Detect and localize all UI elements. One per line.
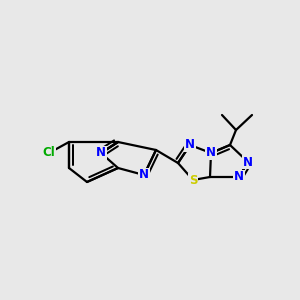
Text: N: N (96, 146, 106, 160)
Text: N: N (139, 169, 149, 182)
Text: N: N (243, 155, 253, 169)
Text: N: N (185, 139, 195, 152)
Text: N: N (206, 146, 216, 160)
Text: Cl: Cl (43, 146, 56, 160)
Text: S: S (189, 173, 197, 187)
Text: N: N (234, 170, 244, 184)
